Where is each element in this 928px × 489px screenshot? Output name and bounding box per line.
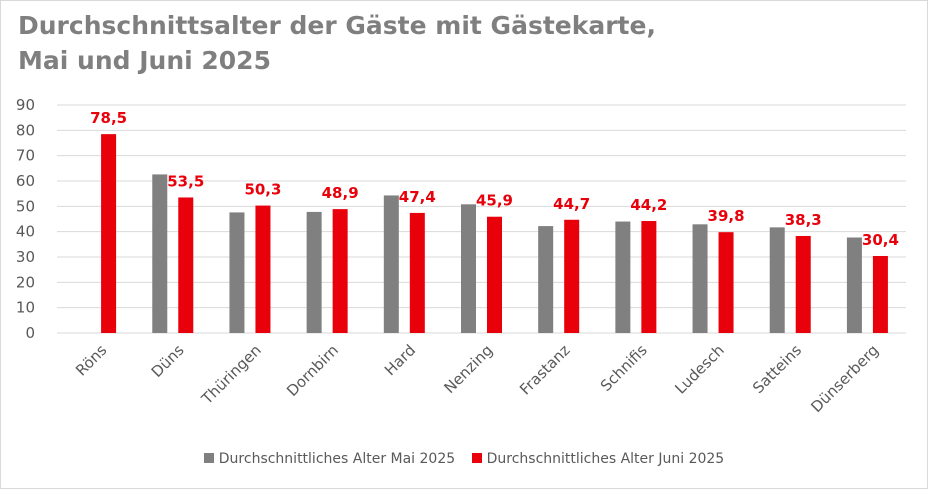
- y-tick-label-10: 10: [16, 299, 35, 317]
- legend-item-juni: Durchschnittliches Alter Juni 2025: [471, 451, 725, 467]
- data-label-juni-2: 50,3: [244, 181, 281, 199]
- bar-mai-9: [769, 227, 785, 333]
- y-axis-tick-labels: 0 10 20 30 40 50 60 70 80 90: [16, 96, 35, 342]
- gridlines: [57, 104, 906, 334]
- bar-juni-9: [795, 235, 811, 333]
- x-tick-label-6: Frastanz: [516, 341, 573, 398]
- y-tick-label-70: 70: [16, 147, 35, 165]
- legend-label-mai: Durchschnittliches Alter Mai 2025: [218, 451, 456, 467]
- data-label-juni-8: 39,8: [708, 207, 745, 225]
- y-tick-label-30: 30: [16, 248, 35, 266]
- legend-item-mai: Durchschnittliches Alter Mai 2025: [203, 451, 456, 467]
- x-tick-label-9: Satteins: [749, 341, 805, 397]
- data-label-juni-3: 48,9: [322, 184, 359, 202]
- x-axis-category-labels: Röns Düns Thüringen Dornbirn Hard Nenzing Fras…: [72, 341, 882, 416]
- y-tick-label-60: 60: [16, 172, 35, 190]
- data-label-juni-10: 30,4: [862, 231, 899, 249]
- bar-mai-4: [383, 195, 399, 333]
- bar-juni-0: [101, 134, 117, 333]
- data-label-juni-1: 53,5: [167, 172, 204, 190]
- y-tick-label-50: 50: [16, 197, 35, 215]
- x-tick-label-1: Düns: [148, 341, 188, 381]
- y-tick-label-0: 0: [25, 324, 35, 342]
- chart-title-line-1: Durchschnittsalter der Gäste mit Gästeka…: [18, 11, 656, 40]
- bar-mai-6: [538, 226, 554, 333]
- bar-mai-7: [615, 221, 631, 333]
- data-label-juni-0: 78,5: [90, 109, 127, 127]
- x-tick-label-2: Thüringen: [197, 341, 264, 408]
- bar-juni-1: [178, 197, 194, 333]
- bar-juni-7: [641, 221, 657, 333]
- legend-label-juni: Durchschnittliches Alter Juni 2025: [486, 451, 725, 467]
- chart-title: Durchschnittsalter der Gäste mit Gästeka…: [18, 8, 898, 78]
- x-tick-label-3: Dornbirn: [283, 341, 342, 400]
- legend: Durchschnittliches Alter Mai 2025 Durchs…: [0, 451, 928, 467]
- x-tick-label-10: Dünserberg: [807, 341, 882, 416]
- bar-juni-4: [409, 212, 425, 333]
- bar-juni-5: [487, 216, 502, 333]
- data-label-juni-5: 45,9: [476, 192, 513, 210]
- bar-juni-10: [872, 255, 888, 333]
- bar-mai-3: [306, 211, 322, 333]
- y-tick-label-80: 80: [16, 121, 35, 139]
- y-tick-label-90: 90: [16, 96, 35, 114]
- bar-mai-1: [152, 174, 168, 333]
- bar-juni-3: [332, 209, 348, 333]
- bar-mai-5: [461, 204, 476, 333]
- bar-juni-8: [718, 232, 734, 333]
- y-tick-label-40: 40: [16, 223, 35, 241]
- legend-swatch-juni: [471, 453, 482, 463]
- bar-juni-2: [255, 205, 271, 333]
- data-labels: 78,5 53,5 50,3 48,9 47,4 45,9 44,7 44,2 39,8 38,3…: [90, 109, 899, 249]
- chart-title-line-2: Mai und Juni 2025: [18, 46, 271, 75]
- bar-mai-2: [229, 212, 245, 333]
- data-label-juni-6: 44,7: [553, 195, 590, 213]
- bars: [101, 134, 888, 333]
- x-tick-label-0: Röns: [72, 341, 110, 379]
- bar-mai-10: [846, 237, 862, 333]
- data-label-juni-7: 44,2: [630, 196, 667, 214]
- x-tick-label-8: Ludesch: [671, 341, 728, 398]
- data-label-juni-4: 47,4: [399, 188, 436, 206]
- x-tick-label-7: Schnifis: [597, 341, 651, 395]
- y-tick-label-20: 20: [16, 273, 35, 291]
- data-label-juni-9: 38,3: [785, 211, 822, 229]
- x-tick-label-5: Nenzing: [440, 341, 496, 397]
- bar-juni-6: [564, 219, 580, 333]
- bar-mai-8: [692, 224, 708, 333]
- x-tick-label-4: Hard: [381, 341, 419, 379]
- legend-swatch-mai: [203, 453, 214, 463]
